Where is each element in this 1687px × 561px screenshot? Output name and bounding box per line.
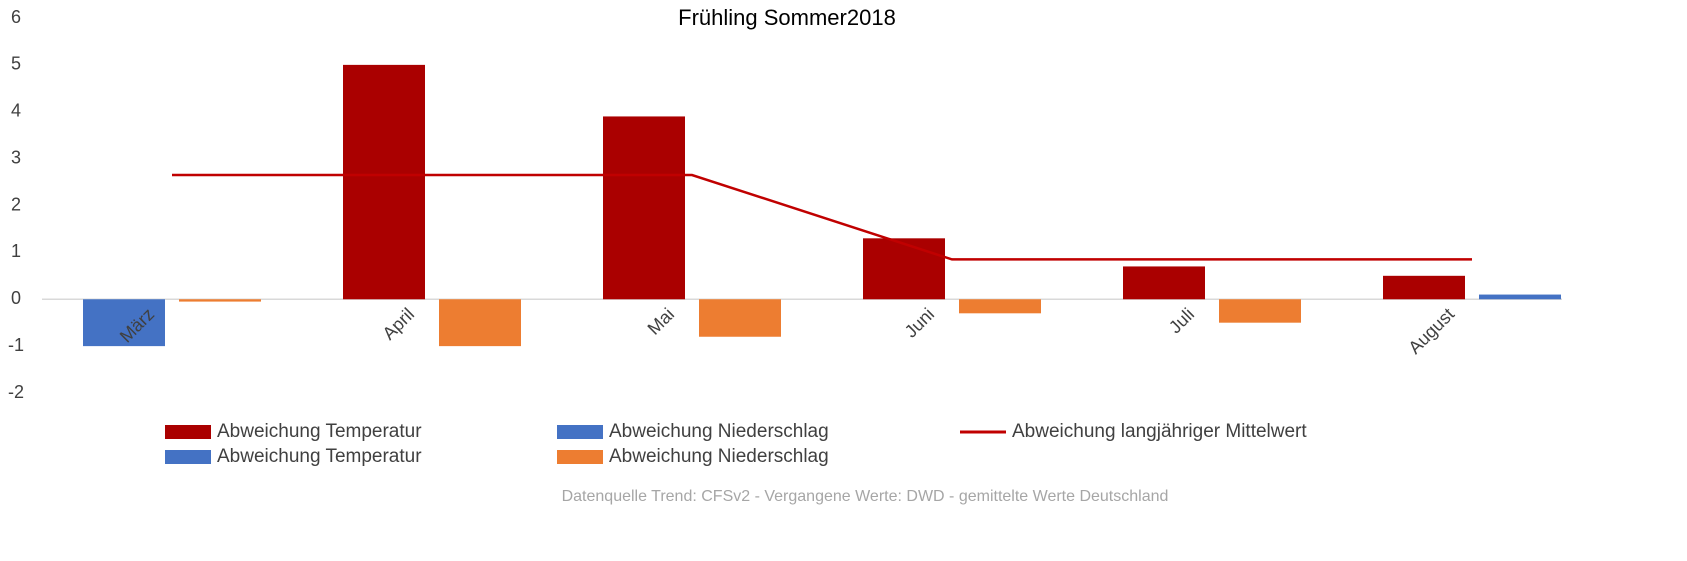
y-tick-label: -1 [8, 335, 24, 355]
y-tick-label: 3 [11, 147, 21, 167]
line-series [172, 173, 1472, 261]
legend-label: Abweichung langjähriger Mittelwert [1012, 421, 1307, 442]
bar [863, 238, 945, 300]
x-tick-label: Juli [1165, 304, 1198, 337]
bar [1123, 266, 1205, 300]
x-tick-label: Juni [901, 304, 938, 341]
legend-label: Abweichung Niederschlag [609, 421, 829, 442]
x-tick-label: Mai [644, 304, 679, 339]
y-tick-label: 6 [11, 7, 21, 27]
chart-title: Frühling Sommer2018 [678, 5, 896, 30]
bar [1219, 299, 1301, 323]
y-tick-label: 5 [11, 54, 21, 74]
x-tick-label: August [1404, 304, 1458, 358]
bar [959, 299, 1041, 314]
bar [179, 299, 261, 302]
y-tick-label: -2 [8, 382, 24, 402]
bar [1479, 294, 1561, 300]
legend-swatch [165, 425, 211, 439]
legend-swatch [557, 450, 603, 464]
bar [83, 299, 165, 347]
legend-swatch [165, 450, 211, 464]
bar [343, 64, 425, 300]
y-tick-label: 2 [11, 194, 21, 214]
legend-swatch [557, 425, 603, 439]
bar [439, 299, 521, 347]
bar [1383, 275, 1465, 300]
source-note: Datenquelle Trend: CFSv2 - Vergangene We… [562, 488, 1169, 505]
bar [699, 299, 781, 337]
bar [603, 116, 685, 300]
y-tick-label: 0 [11, 288, 21, 308]
legend-label: Abweichung Temperatur [217, 421, 422, 442]
x-tick-label: April [379, 304, 419, 344]
y-tick-label: 4 [11, 101, 21, 121]
y-tick-label: 1 [11, 241, 21, 261]
legend-label: Abweichung Niederschlag [609, 446, 829, 467]
legend-label: Abweichung Temperatur [217, 446, 422, 467]
